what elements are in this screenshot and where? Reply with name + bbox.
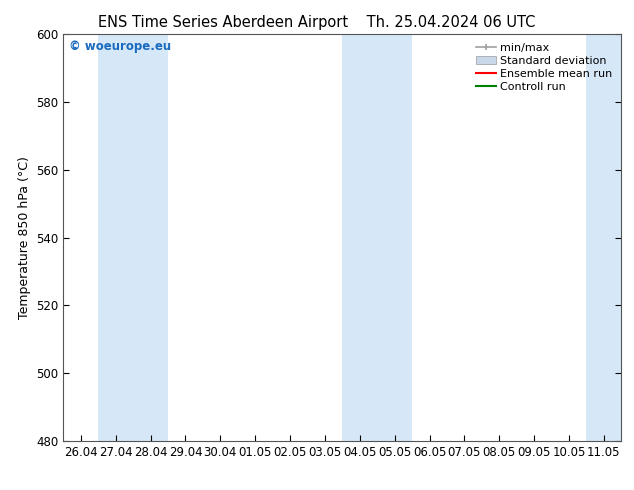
Bar: [98, 34, 168, 441]
Y-axis label: Temperature 850 hPa (°C): Temperature 850 hPa (°C): [18, 156, 30, 319]
Text: © woeurope.eu: © woeurope.eu: [69, 40, 171, 53]
Text: ENS Time Series Aberdeen Airport    Th. 25.04.2024 06 UTC: ENS Time Series Aberdeen Airport Th. 25.…: [98, 15, 536, 30]
Bar: [342, 34, 412, 441]
Legend: min/max, Standard deviation, Ensemble mean run, Controll run: min/max, Standard deviation, Ensemble me…: [472, 40, 616, 95]
Bar: [586, 34, 621, 441]
